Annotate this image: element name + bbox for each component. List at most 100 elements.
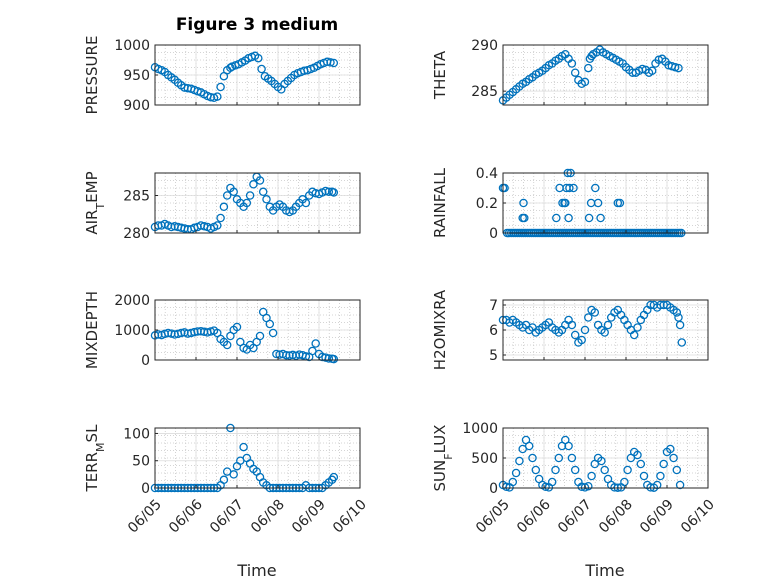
data-point — [656, 471, 665, 481]
y-axis-label: PRESSURE — [83, 36, 101, 115]
data-point — [672, 465, 682, 475]
data-point — [219, 475, 229, 485]
data-point — [311, 339, 320, 348]
y-tick-label: 285 — [471, 84, 498, 100]
data-point — [560, 198, 569, 208]
data-point — [531, 465, 541, 475]
data-point — [584, 313, 593, 322]
data-point — [600, 328, 609, 337]
data-point — [265, 319, 275, 329]
subplot-rainfall: 0.4 0.2 0 RAINFALL — [431, 166, 709, 242]
y-tick-label: 0.2 — [476, 196, 498, 212]
y-tick-label: 100 — [123, 426, 150, 442]
data-point — [570, 68, 580, 77]
y-tick-label: 500 — [471, 451, 498, 467]
data-point — [508, 477, 518, 487]
data-point — [239, 442, 248, 452]
data-point — [324, 187, 334, 197]
data-point — [615, 198, 625, 208]
y-tick-label: 7 — [489, 298, 498, 314]
y-tick-label: 0 — [141, 481, 150, 497]
data-point — [528, 453, 537, 463]
data-point — [272, 349, 281, 359]
data-point — [603, 320, 613, 330]
y-tick-label: 0 — [489, 226, 498, 242]
data-point — [567, 453, 577, 463]
data-point — [636, 459, 646, 469]
data-point — [551, 465, 560, 475]
axes-box — [154, 427, 361, 489]
data-point — [226, 63, 235, 73]
data-point — [584, 63, 593, 73]
subplot-mixdepth: 2000 1000 0 MIXDEPTH — [83, 291, 361, 369]
data-point — [629, 330, 639, 340]
y-tick-label: 1000 — [114, 323, 150, 339]
data-point — [552, 213, 561, 223]
data-point — [329, 58, 339, 68]
data-point — [206, 92, 216, 102]
y-tick-label: 950 — [123, 68, 150, 84]
y-tick-label: 5 — [489, 348, 498, 364]
data-point — [242, 198, 252, 208]
data-point — [596, 213, 605, 223]
data-point — [301, 198, 311, 208]
data-point — [258, 187, 268, 197]
data-point — [257, 64, 266, 74]
data-point — [577, 335, 586, 345]
data-point — [620, 477, 629, 487]
data-point — [567, 59, 577, 68]
data-point — [255, 176, 265, 185]
data-point — [638, 64, 647, 74]
axes-box — [154, 172, 361, 234]
y-axis-label: THETA — [431, 50, 449, 100]
data-point — [591, 183, 600, 193]
data-point — [623, 465, 632, 475]
data-point — [245, 191, 255, 200]
subplot-h2omixra: 7 6 5 H2OMIXRA — [431, 289, 709, 370]
data-point — [647, 66, 657, 76]
y-tick-label: 290 — [471, 38, 498, 54]
x-axis-label-right: Time — [584, 561, 624, 580]
y-axis-label: SUNFLUX — [431, 425, 455, 492]
data-point — [541, 482, 550, 492]
subplot-theta: 290 285 THETA — [431, 38, 709, 106]
data-point — [675, 320, 685, 330]
axes-box — [502, 44, 709, 106]
data-point — [262, 195, 271, 204]
data-point — [639, 471, 649, 481]
data-point — [554, 453, 564, 463]
data-point — [511, 468, 521, 478]
x-axis-label-left: Time — [236, 561, 276, 580]
data-point — [222, 191, 232, 200]
y-tick-label: 285 — [123, 189, 150, 205]
data-point — [570, 330, 580, 340]
data-point — [567, 320, 577, 330]
data-point — [329, 188, 339, 197]
data-point — [519, 198, 528, 208]
y-tick-label: 0 — [489, 481, 498, 497]
data-point — [219, 202, 229, 212]
data-point — [500, 183, 509, 193]
subplot-pressure: 1000 950 900 PRESSURE — [83, 36, 361, 115]
data-point — [633, 450, 642, 460]
y-axis-label: MIXDEPTH — [83, 291, 101, 369]
data-point — [670, 62, 680, 72]
y-axis-label: AIRTEMP — [83, 171, 107, 234]
y-tick-label: 280 — [123, 226, 150, 242]
data-point — [597, 456, 606, 466]
y-tick-label: 1000 — [114, 38, 150, 54]
data-point — [580, 325, 590, 335]
data-point — [254, 53, 263, 63]
y-axis-label: TERRMSL — [83, 424, 107, 493]
data-point — [326, 58, 335, 67]
data-point — [564, 441, 573, 451]
data-point — [285, 351, 294, 360]
data-point — [570, 465, 580, 475]
data-point — [216, 213, 225, 223]
data-point — [600, 465, 609, 475]
y-tick-label: 0.4 — [476, 166, 498, 182]
data-point — [580, 77, 590, 87]
y-tick-label: 6 — [489, 323, 498, 339]
data-point — [547, 477, 557, 487]
